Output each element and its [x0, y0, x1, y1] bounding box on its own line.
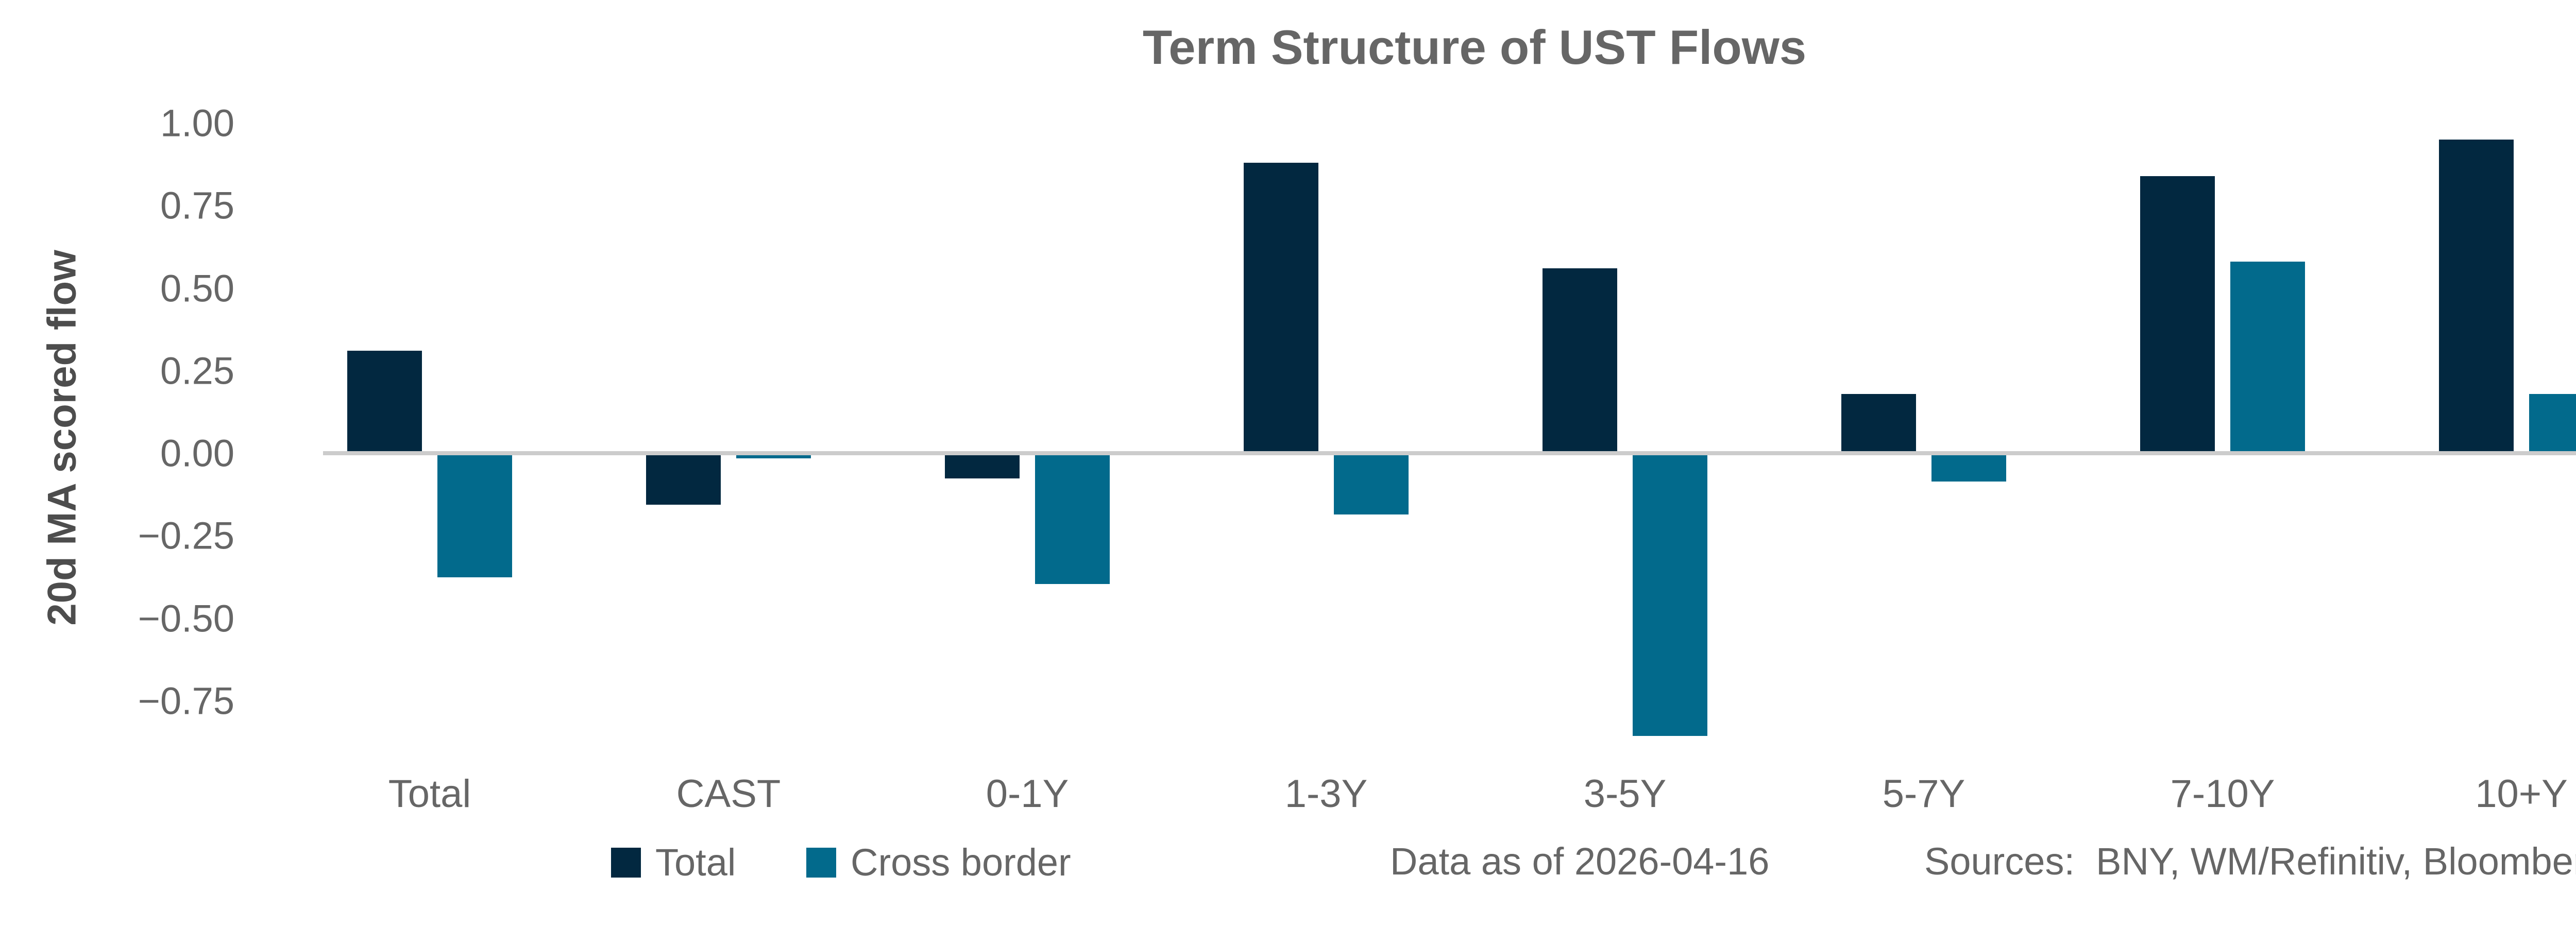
bar-cross-border-1-3y [1334, 453, 1409, 515]
x-axis-label-cast: CAST [676, 772, 781, 816]
y-tick-label: 0.25 [160, 349, 234, 392]
zero-axis-line [323, 451, 2576, 455]
x-axis-label-10-y: 10+Y [2475, 772, 2568, 816]
y-axis-title: 20d MA scored flow [39, 250, 84, 626]
bar-total-7-10y [2140, 176, 2215, 455]
bar-total-0-1y [945, 453, 1020, 478]
y-tick-label: −0.50 [138, 597, 234, 640]
legend-item-cross-border: Cross border [806, 840, 1071, 884]
bar-total-5-7y [1841, 393, 1916, 455]
bar-total-10-y [2439, 140, 2514, 455]
y-tick-label: 0.75 [160, 184, 234, 227]
bar-total-1-3y [1244, 162, 1318, 455]
x-axis-label-1-3y: 1-3Y [1284, 772, 1368, 816]
bar-cross-border-7-10y [2230, 262, 2305, 455]
y-tick-label: −0.25 [138, 514, 234, 557]
legend-swatch-total [611, 847, 641, 878]
legend-label: Total [655, 841, 736, 884]
footer-data-as-of: Data as of 2026-04-16 [1390, 840, 1770, 883]
legend-label: Cross border [851, 841, 1071, 884]
bar-cross-border-total [437, 453, 512, 578]
bar-cross-border-3-5y [1633, 453, 1707, 736]
y-tick-label: 1.00 [160, 101, 234, 145]
bar-total-3-5y [1543, 268, 1617, 455]
bar-total-cast [646, 453, 721, 505]
legend-swatch-cross-border [806, 847, 836, 878]
chart-title: Term Structure of UST Flows [1142, 20, 1807, 74]
bar-total-total [347, 351, 422, 455]
x-axis-label-total: Total [388, 772, 471, 816]
y-tick-label: 0.00 [160, 432, 234, 475]
x-axis-label-5-7y: 5-7Y [1882, 772, 1965, 816]
bar-cross-border-0-1y [1035, 453, 1110, 584]
x-axis-label-0-1y: 0-1Y [986, 772, 1069, 816]
footer-sources: Sources: BNY, WM/Refinitiv, Bloomberg [1924, 840, 2576, 883]
bar-cross-border-cast [736, 453, 811, 459]
legend-item-total: Total [611, 840, 736, 884]
x-axis-label-7-10y: 7-10Y [2170, 772, 2275, 816]
y-tick-label: 0.50 [160, 267, 234, 310]
bar-cross-border-5-7y [1931, 453, 2006, 482]
y-tick-label: −0.75 [138, 679, 234, 723]
bar-cross-border-10-y [2529, 393, 2576, 455]
x-axis-label-3-5y: 3-5Y [1583, 772, 1667, 816]
